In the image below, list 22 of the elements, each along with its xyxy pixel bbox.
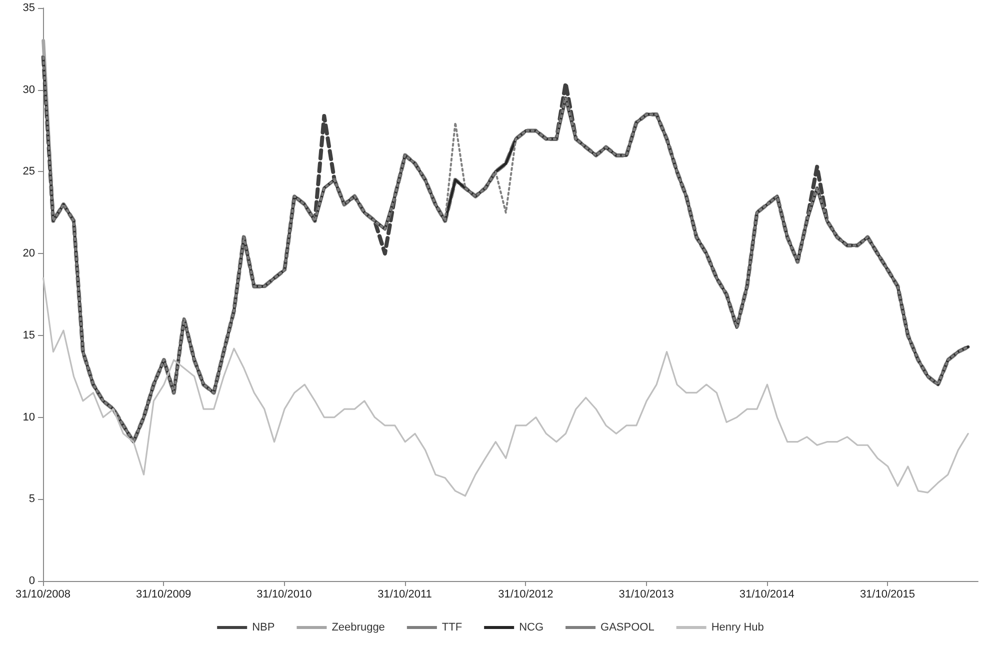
legend-label: Henry Hub (711, 622, 764, 634)
x-tick-label: 31/10/2014 (739, 588, 794, 600)
y-tick-label: 0 (28, 575, 35, 587)
y-tick-label: 35 (22, 2, 35, 14)
y-tick-label: 15 (22, 329, 35, 342)
legend-label: TTF (442, 622, 462, 634)
legend-label: Zeebrugge (332, 622, 385, 634)
legend-label: NBP (252, 622, 275, 634)
y-tick-label: 10 (22, 411, 35, 424)
x-tick-label: 31/10/2011 (378, 588, 432, 600)
legend-label: GASPOOL (600, 622, 654, 634)
y-tick-label: 5 (28, 493, 35, 506)
x-tick-label: 31/10/2010 (256, 588, 312, 600)
x-tick-label: 31/10/2012 (498, 588, 554, 600)
y-tick-label: 30 (22, 84, 35, 96)
x-tick-label: 31/10/2008 (15, 588, 71, 600)
x-tick-label: 31/10/2013 (618, 588, 674, 600)
y-tick-label: 25 (22, 166, 35, 178)
x-tick-label: 31/10/2015 (860, 588, 916, 600)
x-tick-label: 31/10/2009 (136, 588, 192, 600)
legend-label: NCG (519, 622, 544, 634)
y-tick-label: 20 (22, 248, 35, 260)
